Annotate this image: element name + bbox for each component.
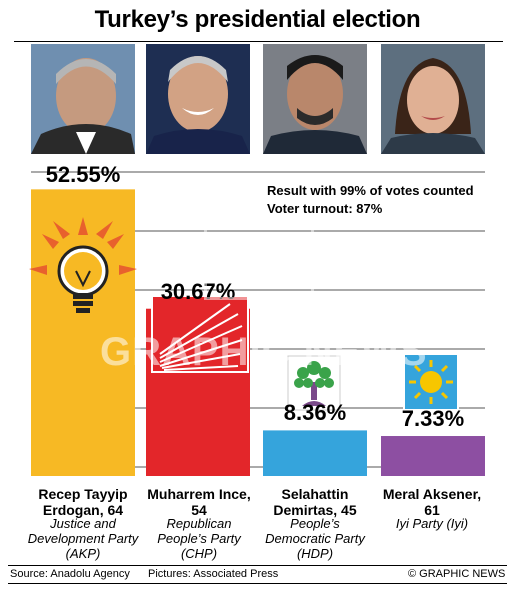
candidate-party-aksener: Iyi Party (Iyi) [395,516,469,531]
candidate-photo-ince [146,44,250,154]
candidate-party-erdogan: Justice and Development Party (AKP) [27,516,139,561]
value-label-erdogan: 52.55% [45,162,121,187]
source-credit: Source: Anadolu Agency [10,568,130,580]
akp-lightbulb-icon [29,217,137,313]
candidate-party-demirtas: People’s Democratic Party (HDP) [265,516,365,561]
candidate-photo-erdogan [31,44,135,154]
votes-counted-note: Result with 99% of votes counted [267,183,474,198]
bar-demirtas [263,430,367,476]
candidate-party-ince: Republican People’s Party (CHP) [157,516,241,561]
candidate-name-aksener: Meral Aksener, 61 [382,486,482,518]
page-title: Turkey’s presidential election [94,6,421,33]
chp-six-arrows-icon [151,295,249,373]
bar-aksener [381,436,485,476]
candidate-photo-aksener [381,44,485,154]
pictures-credit: Pictures: Associated Press [148,568,279,580]
value-label-ince: 30.67% [160,279,236,304]
hdp-tree-icon [287,355,341,411]
bar-chart [29,171,485,476]
iyi-sun-icon [403,353,459,411]
footer-bottom-rule [8,583,507,584]
voter-turnout-note: Voter turnout: 87% [267,201,383,216]
value-label-demirtas: 8.36% [283,400,347,425]
candidate-name-ince: Muharrem Ince, 54 [147,486,251,518]
candidate-name-demirtas: Selahattin Demirtas, 45 [273,486,357,518]
value-label-aksener: 7.33% [401,406,465,431]
graphic-news-credit: © GRAPHIC NEWS [408,568,506,580]
footer-divider [8,565,507,566]
title-divider [14,41,503,42]
candidate-photo-demirtas [263,44,367,154]
candidate-name-erdogan: Recep Tayyip Erdogan, 64 [38,486,128,518]
